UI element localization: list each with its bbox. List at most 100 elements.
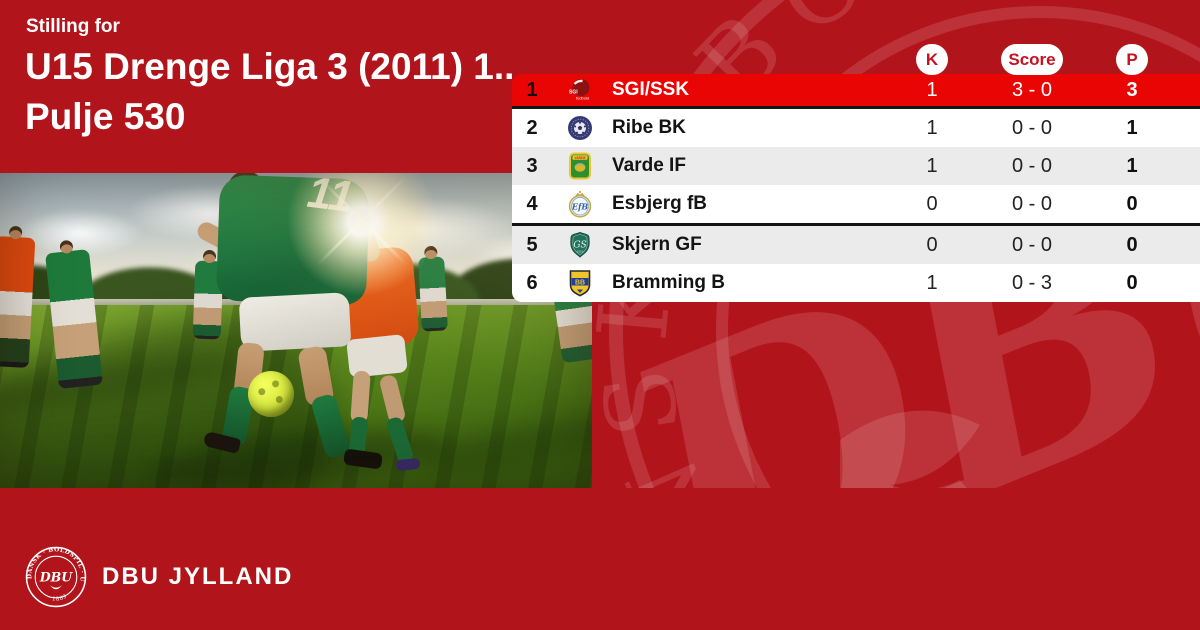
football bbox=[248, 371, 294, 417]
lens-flare-streak bbox=[317, 175, 407, 266]
orange-player-shorts bbox=[346, 334, 408, 378]
points: 0 bbox=[1126, 271, 1138, 294]
score: 0 - 0 bbox=[1011, 192, 1053, 215]
main-player-leg bbox=[297, 345, 335, 407]
table-row-ribe-bk: 2 Ribe BK 1 0 - 0 1 bbox=[512, 109, 1200, 147]
club-name: SGI/SSK bbox=[612, 79, 690, 100]
pitch-fence bbox=[0, 299, 592, 307]
club-name: Esbjerg fB bbox=[612, 193, 708, 214]
club-crest-ribe-bk bbox=[552, 115, 608, 141]
club-name: Bramming B bbox=[612, 272, 725, 293]
club-crest-esbjerg-fb: EfB bbox=[552, 190, 608, 218]
score: 0 - 3 bbox=[1011, 271, 1053, 294]
orange-player-leg bbox=[378, 373, 407, 425]
table-divider bbox=[512, 223, 1200, 226]
table-header: K Score P bbox=[512, 44, 1200, 75]
score: 0 - 0 bbox=[1011, 116, 1053, 139]
club-name: Varde IF bbox=[612, 155, 686, 176]
club-name: Skjern GF bbox=[612, 234, 702, 255]
match-photo: 11 bbox=[0, 173, 592, 488]
club-crest-sgi-ssk: SGI fodbold bbox=[552, 77, 608, 103]
score: 0 - 0 bbox=[1011, 233, 1053, 256]
matches-played: 1 bbox=[926, 154, 938, 177]
main-player-leg bbox=[233, 341, 265, 401]
tree-line bbox=[0, 229, 592, 313]
score: 0 - 0 bbox=[1011, 154, 1053, 177]
column-header-p: P bbox=[1116, 44, 1148, 75]
rank: 4 bbox=[526, 192, 538, 215]
svg-text:BB: BB bbox=[575, 279, 585, 286]
main-player-head bbox=[226, 173, 266, 207]
main-player-sock bbox=[309, 392, 352, 460]
svg-text:SGI: SGI bbox=[569, 90, 578, 96]
varde-if-crest-icon: VARDE bbox=[569, 152, 591, 180]
brand-name: DBU JYLLAND bbox=[102, 563, 294, 590]
skjern-gf-crest-icon: GS 1919 bbox=[570, 231, 590, 258]
clouds bbox=[0, 173, 592, 313]
badge-monogram: DBU bbox=[39, 569, 74, 584]
table-row-sgi-ssk: 1 SGI fodbold SGI/SSK 1 3 - 0 3 bbox=[512, 74, 1200, 106]
main-player-boot bbox=[343, 448, 383, 470]
matches-played: 0 bbox=[926, 233, 938, 256]
svg-text:VARDE: VARDE bbox=[574, 156, 586, 160]
orange-player-boot bbox=[395, 457, 421, 472]
column-header-k: K bbox=[916, 44, 948, 75]
club-name: Ribe BK bbox=[612, 117, 686, 138]
player-shadow bbox=[148, 419, 452, 488]
dbu-badge-icon: DANSK · BOLDSPIL · UNION · 1889 · DBU bbox=[25, 546, 87, 608]
points: 1 bbox=[1126, 154, 1138, 177]
bramming-b-crest-icon: BB bbox=[569, 270, 591, 297]
rank: 3 bbox=[526, 154, 538, 177]
orange-player-leg bbox=[350, 370, 371, 424]
score: 3 - 0 bbox=[1011, 78, 1053, 101]
badge-wing bbox=[50, 585, 62, 590]
matches-played: 1 bbox=[926, 78, 938, 101]
standings-table: K Score P 1 SGI fodbold SGI/SSK 1 3 - 0 … bbox=[512, 44, 1200, 302]
rank: 1 bbox=[526, 78, 538, 101]
column-header-score: Score bbox=[1001, 44, 1063, 75]
player-midfield bbox=[192, 260, 224, 340]
orange-player-sock bbox=[385, 415, 415, 465]
svg-text:fodbold: fodbold bbox=[576, 96, 589, 101]
club-crest-varde-if: VARDE bbox=[552, 152, 608, 180]
watermark-wing bbox=[840, 410, 980, 488]
main-player-shirt: 11 bbox=[215, 173, 371, 306]
ribe-bk-crest-icon bbox=[568, 116, 592, 140]
club-crest-skjern-gf: GS 1919 bbox=[552, 231, 608, 259]
orange-player-torso bbox=[333, 245, 421, 351]
esbjerg-fb-crest-icon: EfB bbox=[568, 190, 592, 218]
footer-brand-bar: DANSK · BOLDSPIL · UNION · 1889 · DBU DB… bbox=[25, 546, 293, 608]
table-row-skjern-gf: 5 GS 1919 Skjern GF 0 0 - 0 0 bbox=[512, 226, 1200, 264]
rank: 5 bbox=[526, 233, 538, 256]
svg-text:1919: 1919 bbox=[577, 250, 584, 254]
page-title: U15 Drenge Liga 3 (2011) 1.. Pulje 530 bbox=[25, 42, 514, 142]
player-green-runner bbox=[45, 249, 103, 389]
points: 0 bbox=[1126, 192, 1138, 215]
sun-flare bbox=[282, 173, 442, 301]
sgi-ssk-crest-icon: SGI fodbold bbox=[569, 79, 590, 101]
table-row-bramming-b: 6 BB Bramming B 1 0 - 3 0 bbox=[512, 264, 1200, 302]
sky bbox=[0, 173, 592, 313]
eyebrow-label: Stilling for bbox=[26, 16, 120, 37]
jersey-number: 11 bbox=[305, 173, 357, 222]
table-row-varde-if: 3 VARDE Varde IF 1 0 - 0 1 bbox=[512, 147, 1200, 185]
matches-played: 1 bbox=[926, 116, 938, 139]
player-shadow bbox=[0, 277, 365, 488]
player-shadow bbox=[418, 404, 592, 482]
rank: 2 bbox=[526, 116, 538, 139]
table-row-esbjerg-fb: 4 EfB Esbjerg fB 0 0 - 0 0 bbox=[512, 185, 1200, 223]
warm-light-overlay bbox=[0, 173, 592, 488]
orange-player-sock bbox=[347, 416, 369, 462]
svg-text:GS: GS bbox=[573, 241, 586, 251]
player-shadow bbox=[300, 312, 450, 344]
points: 0 bbox=[1126, 233, 1138, 256]
title-line-2: Pulje 530 bbox=[25, 96, 186, 137]
rank: 6 bbox=[526, 271, 538, 294]
main-player-arm bbox=[194, 219, 244, 257]
player-distant-right bbox=[418, 256, 448, 332]
main-player-shorts bbox=[238, 292, 352, 352]
player-orange-bib-left bbox=[0, 236, 36, 368]
main-player-boot bbox=[202, 430, 242, 455]
points: 1 bbox=[1126, 116, 1138, 139]
